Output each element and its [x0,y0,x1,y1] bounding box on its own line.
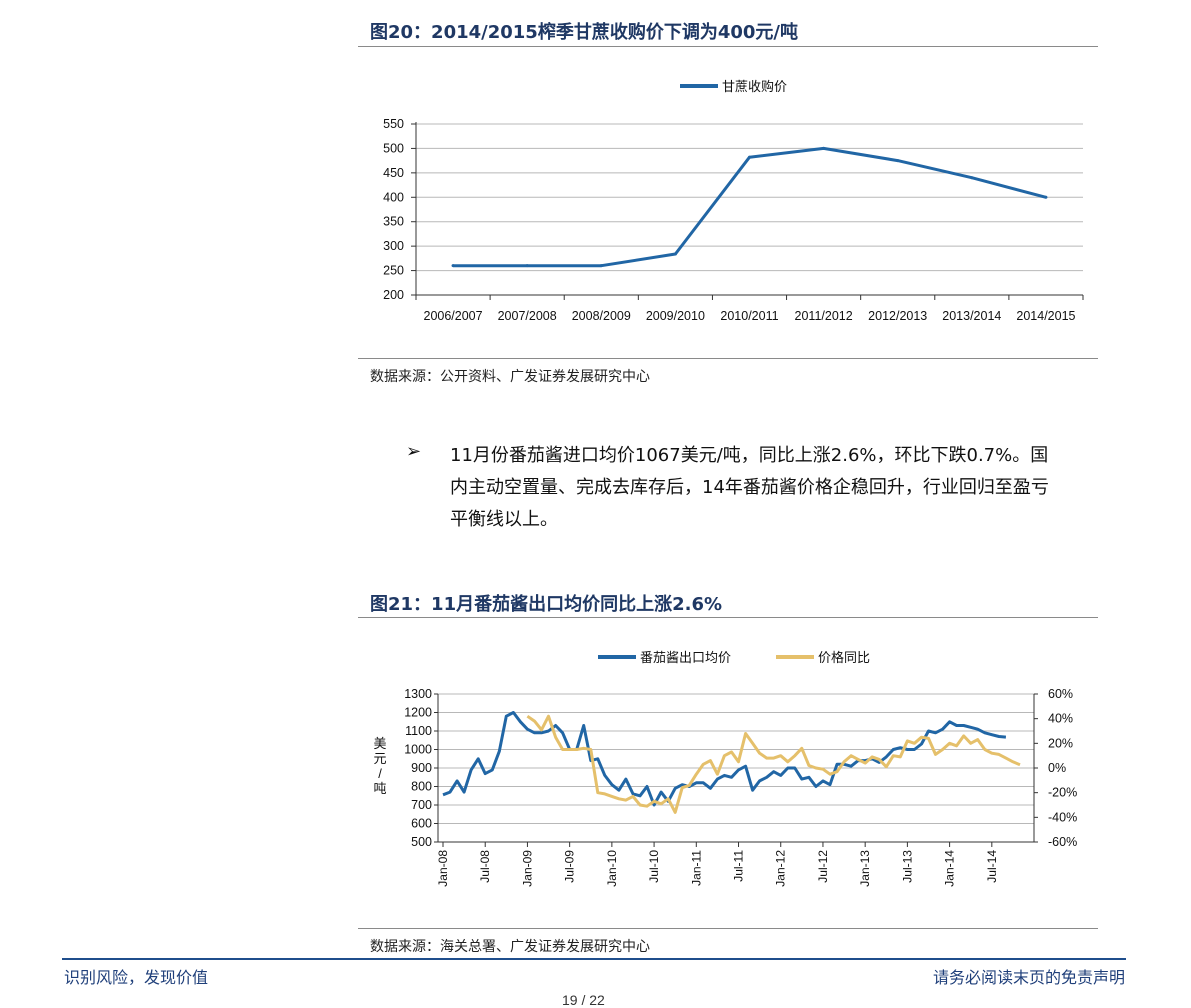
footer-rule [62,958,1126,960]
page-number: 19 / 22 [562,992,605,1008]
x-tick-label: Jan-08 [436,850,450,887]
x-tick-label: 2008/2009 [572,309,631,323]
legend-label-sugarcane-price: 甘蔗收购价 [722,79,787,94]
figure-20-source: 数据来源：公开资料、广发证券发展研究中心 [370,369,650,385]
x-tick-label: Jan-11 [689,850,703,886]
legend-label-price-yoy: 价格同比 [818,650,870,665]
figure-21-title: 图21：11月番茄酱出口均价同比上涨2.6% [370,594,723,615]
y-tick-label: 250 [383,264,404,278]
bullet-line-3: 平衡线以上。 [450,509,558,530]
x-tick-label: 2007/2008 [498,309,557,323]
y-right-tick-label: 40% [1048,712,1073,726]
x-tick-label: Jan-14 [943,850,957,887]
y-left-tick-label: 700 [411,798,432,812]
x-tick-label: 2011/2012 [795,309,853,323]
data-point-sugarcane-price [673,252,677,256]
y-left-axis-title: 美元/吨 [373,736,386,796]
x-tick-label: 2009/2010 [646,309,705,323]
figure-20-title: 图20：2014/2015榨季甘蔗收购价下调为400元/吨 [370,22,798,43]
y-right-tick-label: -60% [1048,835,1077,849]
x-tick-label: 2013/2014 [942,309,1001,323]
y-left-tick-label: 1300 [404,687,432,701]
footer-disclaimer-link[interactable]: 请务必阅读末页的免责声明 [932,968,1125,987]
data-point-sugarcane-price [748,155,751,159]
data-point-sugarcane-price [525,264,529,268]
legend-label-export-price: 番茄酱出口均价 [640,650,731,665]
x-tick-label: Jul-08 [478,850,492,883]
data-point-sugarcane-price [822,146,826,150]
y-right-tick-label: 60% [1048,687,1073,701]
x-tick-label: 2010/2011 [720,309,778,323]
y-tick-label: 300 [383,239,404,253]
y-left-tick-label: 800 [411,780,432,794]
x-tick-label: Jul-14 [985,850,999,883]
figure-21-source: 数据来源：海关总署、广发证券发展研究中心 [370,939,650,955]
figure-20-chart: 甘蔗收购价 200 250 300 350 400 450 500 550 2006/2007 20… [383,79,1084,323]
data-point-sugarcane-price [970,176,974,180]
y-tick-label: 450 [383,166,404,180]
figure-20-top-rule [358,46,1098,47]
x-tick-label: Jul-10 [647,850,661,883]
y-tick-label: 200 [383,288,404,302]
data-point-sugarcane-price [896,159,900,163]
x-tick-label: Jul-11 [732,850,746,882]
x-tick-label: Jan-13 [858,850,872,887]
y-left-tick-label: 500 [411,835,432,849]
footer-left-slogan: 识别风险，发现价值 [64,968,209,987]
x-tick-label: Jul-09 [563,850,577,883]
x-tick-label: Jul-13 [900,850,914,883]
data-point-sugarcane-price [451,264,455,268]
y-right-tick-label: -40% [1048,810,1077,824]
x-tick-label: Jan-09 [520,850,534,887]
figure-21-chart: 番茄酱出口均价 价格同比 500 600 700 800 900 1000 1100 1200 13… [373,650,1077,887]
y-tick-label: 500 [383,141,404,155]
figure-21-bottom-rule [358,928,1098,929]
x-tick-label: Jan-10 [605,850,619,887]
y-right-tick-label: 20% [1048,736,1073,750]
x-tick-label: Jul-12 [816,850,830,883]
series-line-sugarcane-price [453,146,1047,268]
bullet-line-2: 内主动空置量、完成去库存后，14年番茄酱价格企稳回升，行业回归至盈亏 [450,477,1049,498]
y-tick-label: 550 [383,117,404,131]
y-tick-label: 400 [383,190,404,204]
x-tick-label: Jan-12 [774,850,788,887]
figure-21-top-rule [358,617,1098,618]
figure-20-bottom-rule [358,358,1098,359]
y-right-tick-label: -20% [1048,786,1077,800]
bullet-marker: ➢ [406,441,422,462]
x-tick-label: 2014/2015 [1016,309,1075,323]
y-left-tick-label: 600 [411,817,432,831]
data-point-sugarcane-price [599,264,603,268]
y-right-tick-label: 0% [1048,761,1066,775]
y-left-tick-label: 1100 [405,724,432,738]
bullet-line-1: 11月份番茄酱进口均价1067美元/吨，同比上涨2.6%，环比下跌0.7%。国 [450,445,1049,466]
series-line-export-price [442,711,1007,807]
y-left-tick-label: 1200 [404,706,432,720]
y-left-tick-label: 900 [411,761,432,775]
series-line-price-yoy [526,714,1021,814]
y-tick-label: 350 [383,215,404,229]
x-tick-label: 2006/2007 [424,309,483,323]
y-left-tick-label: 1000 [404,743,432,757]
x-tick-label: 2012/2013 [868,309,927,323]
data-point-sugarcane-price [1044,195,1048,199]
